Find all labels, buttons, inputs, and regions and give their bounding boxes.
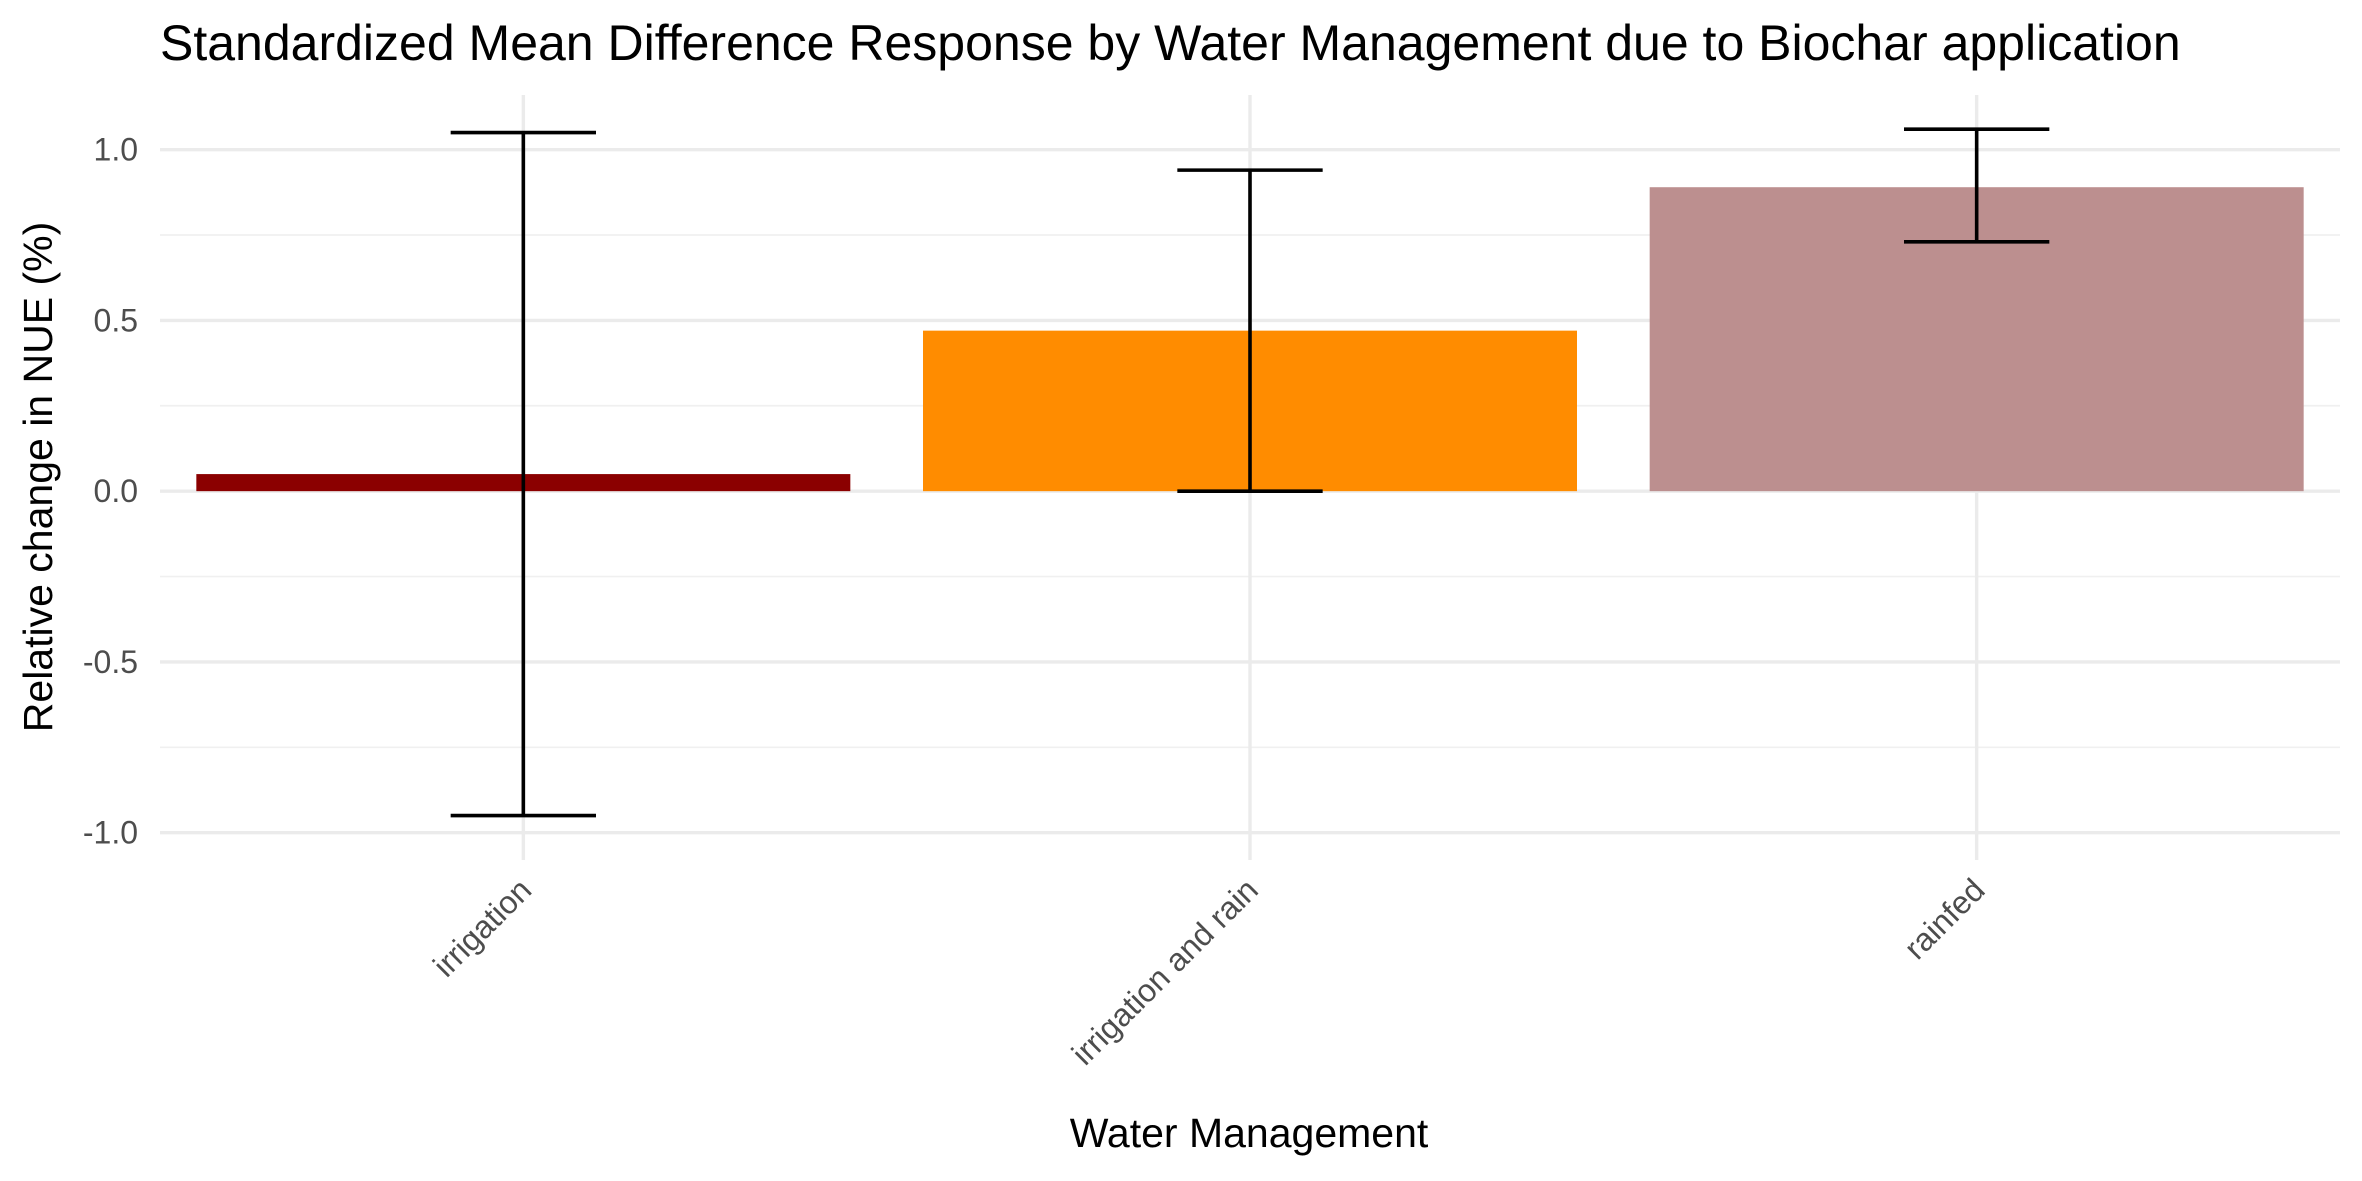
y-tick-label: 0.5 (94, 302, 138, 338)
y-tick-label: -0.5 (83, 644, 138, 680)
x-tick-label: irrigation (426, 871, 538, 983)
y-axis-title: Relative change in NUE (%) (15, 222, 61, 732)
x-tick-label: rainfed (1897, 871, 1992, 966)
x-tick-label: irrigation and rain (1065, 871, 1265, 1071)
x-axis-ticks: irrigation irrigation and rain rainfed (426, 871, 1992, 1071)
error-bar-rainfed (1904, 127, 2050, 244)
y-tick-label: 1.0 (94, 132, 138, 168)
y-axis-ticks: -1.0 -0.5 0.0 0.5 1.0 (83, 132, 138, 851)
chart-title: Standardized Mean Difference Response by… (160, 15, 2181, 71)
x-axis-title: Water Management (1070, 1110, 1429, 1156)
y-tick-label: 0.0 (94, 473, 138, 509)
error-bars (450, 127, 2050, 818)
y-tick-label: -1.0 (83, 815, 138, 851)
error-bar-irrigation-and-rain (1177, 168, 1323, 493)
error-bar-irrigation (450, 130, 596, 818)
